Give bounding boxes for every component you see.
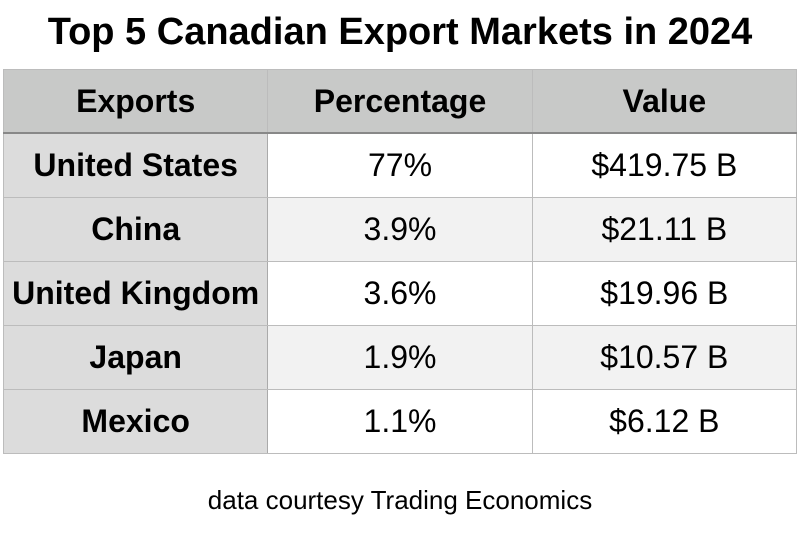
table-row: China 3.9% $21.11 B — [2, 197, 798, 262]
percentage-cell: 1.9% — [267, 325, 533, 390]
value-cell: $10.57 B — [531, 325, 798, 390]
value-cell: $6.12 B — [531, 389, 798, 454]
value-cell: $419.75 B — [531, 132, 798, 198]
country-cell: Mexico — [2, 389, 269, 454]
table-row: United States 77% $419.75 B — [2, 132, 798, 198]
chart-title: Top 5 Canadian Export Markets in 2024 — [47, 11, 753, 53]
percentage-cell: 1.1% — [267, 389, 533, 454]
table-row: Mexico 1.1% $6.12 B — [2, 389, 798, 454]
country-cell: Japan — [2, 325, 269, 390]
table-row: Japan 1.9% $10.57 B — [2, 325, 798, 390]
column-header-value: Value — [531, 69, 798, 134]
header-row: Exports Percentage Value — [2, 69, 798, 134]
column-header-percentage: Percentage — [267, 69, 533, 134]
percentage-cell: 77% — [267, 132, 533, 198]
country-cell: United Kingdom — [2, 261, 269, 326]
export-markets-table: Exports Percentage Value United States 77… — [2, 69, 798, 454]
value-cell: $19.96 B — [531, 261, 798, 326]
column-header-exports: Exports — [2, 69, 269, 134]
country-cell: United States — [2, 132, 269, 198]
country-cell: China — [2, 197, 269, 262]
value-cell: $21.11 B — [531, 197, 798, 262]
percentage-cell: 3.9% — [267, 197, 533, 262]
table-row: United Kingdom 3.6% $19.96 B — [2, 261, 798, 326]
percentage-cell: 3.6% — [267, 261, 533, 326]
source-note: data courtesy Trading Economics — [207, 485, 593, 515]
